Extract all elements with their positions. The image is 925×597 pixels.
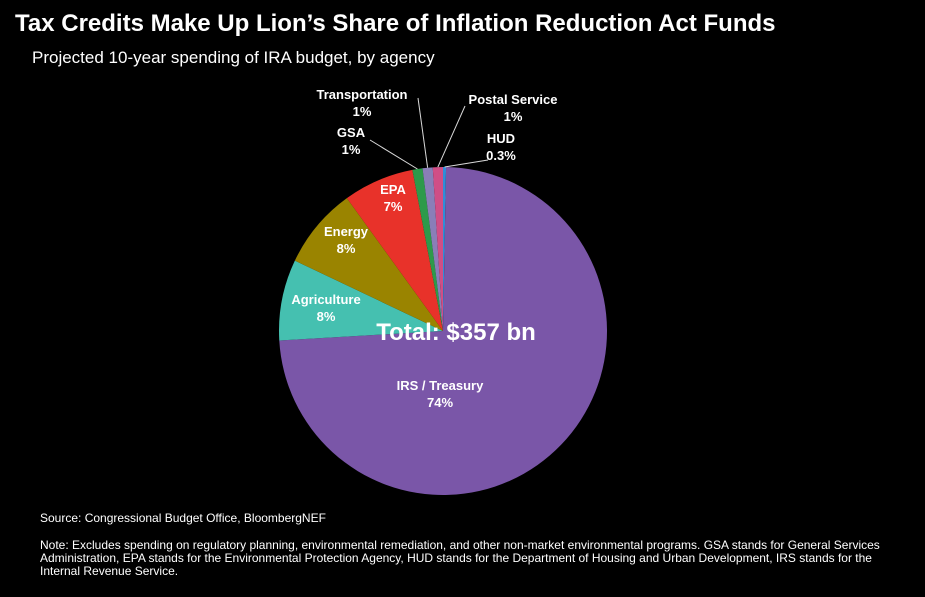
slice-label: Transportation [316, 87, 407, 102]
slice-label: Postal Service [469, 92, 558, 107]
slice-percent-label: 1% [353, 104, 372, 119]
slice-label: Agriculture [291, 292, 360, 307]
slice-label: IRS / Treasury [397, 378, 484, 393]
slice-percent-label: 8% [337, 241, 356, 256]
pie-slice-energy [294, 198, 443, 331]
source-note: Source: Congressional Budget Office, Blo… [40, 511, 326, 525]
slice-percent-label: 1% [342, 142, 361, 157]
slice-percent-label: 7% [384, 199, 403, 214]
slice-label: HUD [487, 131, 515, 146]
slice-percent-label: 0.3% [486, 148, 516, 163]
pie-slice-irs-treasury [279, 167, 608, 496]
chart-subtitle: Projected 10-year spending of IRA budget… [32, 48, 435, 67]
slice-label: GSA [337, 125, 366, 140]
slice-label: EPA [380, 182, 406, 197]
total-label: Total: $357 bn [376, 319, 536, 346]
chart-title: Tax Credits Make Up Lion’s Share of Infl… [15, 10, 776, 37]
pie-slice-hud [443, 167, 447, 331]
pie-slice-agriculture [279, 260, 443, 341]
pie-slice-epa [346, 169, 443, 331]
leader-line [444, 159, 489, 168]
pie-slice-gsa [412, 168, 443, 331]
pie-slice-postal-service [432, 166, 443, 331]
slice-percent-label: 74% [427, 395, 453, 410]
pie-slice-transportation [422, 167, 443, 331]
slice-percent-label: 1% [504, 109, 523, 124]
leader-line [417, 97, 429, 168]
leader-line [437, 105, 466, 168]
slice-label: Energy [324, 224, 369, 239]
leader-line [369, 139, 418, 170]
slice-percent-label: 8% [317, 309, 336, 324]
footnote: Note: Excludes spending on regulatory pl… [40, 538, 880, 578]
